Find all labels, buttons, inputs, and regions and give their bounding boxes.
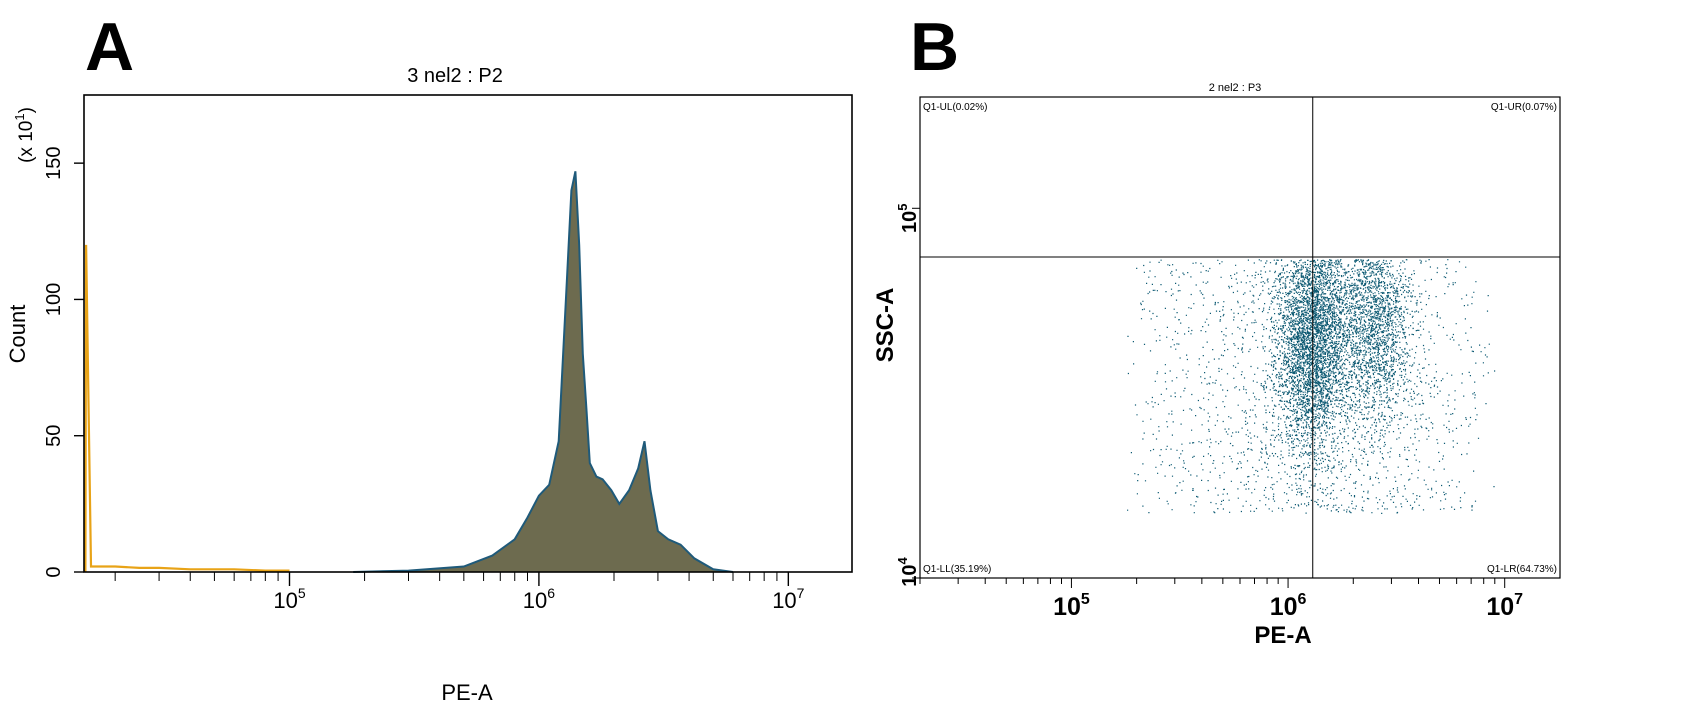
chart-b-plot-frame xyxy=(919,96,1561,579)
quadrant-ul-label: Q1-UL(0.02%) xyxy=(923,102,987,113)
chart-a-y-multiplier: (x 101) xyxy=(12,107,37,163)
chart-b-y-tick-label: 105 xyxy=(895,204,921,233)
chart-b-x-tick-label: 107 xyxy=(1486,591,1523,621)
chart-a-y-multiplier-label: (x 10 xyxy=(16,121,37,163)
chart-b-x-tick-label: 105 xyxy=(1053,591,1090,621)
quadrant-lr-label: Q1-LR(64.73%) xyxy=(1487,564,1557,575)
chart-b-gate-lines xyxy=(920,97,1560,578)
chart-a-x-ticks: 105 106 107 xyxy=(114,572,805,613)
chart-b-title: 2 nel2 : P3 xyxy=(1209,82,1262,94)
svg-text:(x 101): (x 101) xyxy=(12,107,37,163)
chart-b-x-axis-label: PE-A xyxy=(1254,622,1311,649)
quadrant-ll-label: Q1-LL(35.19%) xyxy=(923,564,991,575)
chart-a-x-tick-label: 105 xyxy=(273,585,305,613)
chart-b-scatter-points xyxy=(1127,259,1496,514)
chart-a-y-axis-label: Count xyxy=(5,305,30,364)
chart-a-plot-frame xyxy=(83,94,853,573)
chart-b-x-tick-label: 106 xyxy=(1270,591,1307,621)
chart-a-series-1-area xyxy=(85,245,289,572)
quadrant-ur-label: Q1-UR(0.07%) xyxy=(1491,102,1557,113)
chart-a-y-tick-label: 50 xyxy=(43,425,65,447)
chart-a-y-multiplier-exp: 1 xyxy=(12,113,27,120)
chart-b-points-layer xyxy=(1127,259,1496,514)
chart-b-y-ticks: 104 105 xyxy=(895,204,921,587)
chart-a-y-ticks: 0 50 100 150 xyxy=(43,146,84,578)
chart-a-series-layer xyxy=(84,171,734,573)
chart-a-x-tick-label: 106 xyxy=(523,585,555,613)
chart-a-y-tick-label: 100 xyxy=(43,283,65,316)
chart-a-series-2-line xyxy=(353,171,734,573)
panel-a: A 3 nel2 : P2 (x 101) Count PE-A 0 50 100 1… xyxy=(5,9,853,705)
panel-letter-a: A xyxy=(85,9,134,85)
panel-letter-b: B xyxy=(910,9,959,85)
chart-a-x-axis-label: PE-A xyxy=(441,680,493,705)
chart-b-y-tick-label: 104 xyxy=(895,556,921,586)
chart-b-x-ticks: 105 106 107 xyxy=(919,578,1523,621)
chart-a-series-2-area xyxy=(353,171,733,573)
chart-a-y-tick-label: 0 xyxy=(43,566,65,577)
chart-b-y-axis-label: SSC-A xyxy=(872,288,899,363)
chart-a-series-1-line xyxy=(84,244,290,573)
chart-a-y-tick-label: 150 xyxy=(43,146,65,179)
chart-a-title: 3 nel2 : P2 xyxy=(407,65,503,87)
chart-a-x-tick-label: 107 xyxy=(772,585,804,613)
